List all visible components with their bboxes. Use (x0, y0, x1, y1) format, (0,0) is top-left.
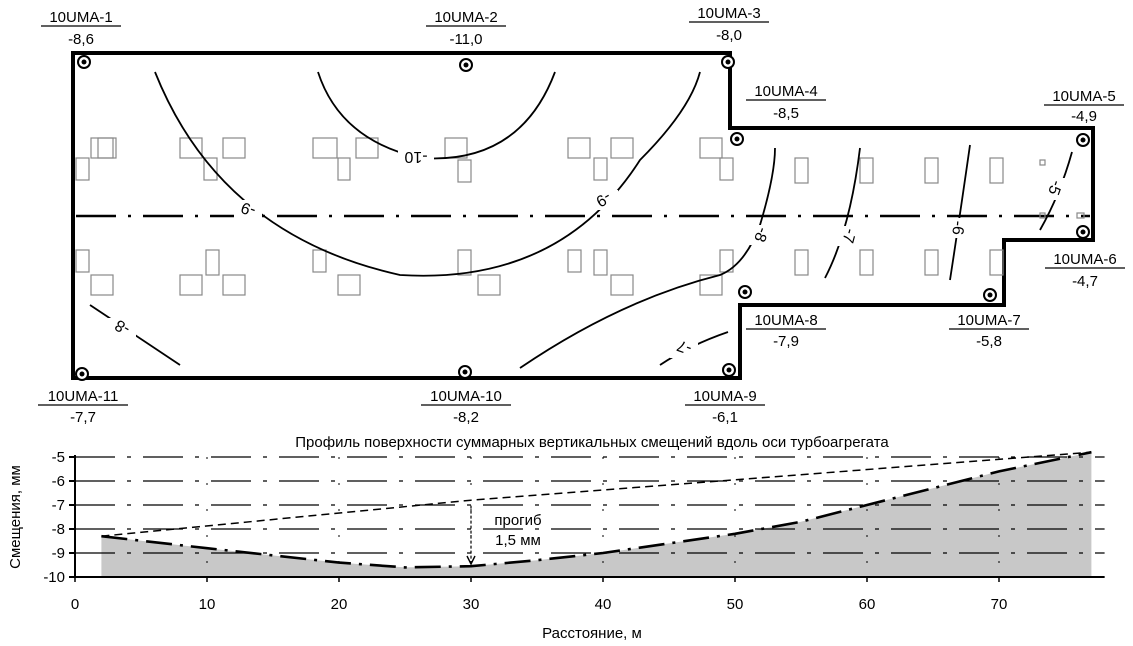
benchmark-marker (722, 363, 736, 377)
x-tick-label: 60 (859, 596, 876, 613)
contour-label: -7 (838, 227, 858, 245)
x-tick-label: 30 (463, 596, 480, 613)
contour-label: -7 (675, 336, 694, 357)
benchmark-value: -7,9 (773, 333, 799, 350)
benchmark-marker (738, 285, 752, 299)
benchmark-value: -8,6 (68, 31, 94, 48)
benchmark-value: -7,7 (70, 409, 96, 426)
benchmark-id: 10UMA-10 (430, 388, 502, 405)
benchmark-value: -4,9 (1071, 108, 1097, 125)
benchmark-markers (75, 55, 1090, 381)
y-tick-label: -8 (52, 521, 65, 538)
benchmark-marker (1076, 225, 1090, 239)
y-tick-label: -5 (52, 449, 65, 466)
benchmark-id: 10UMA-11 (48, 388, 119, 405)
benchmark-id: 10UMA-9 (693, 388, 756, 405)
y-tick-label: -10 (43, 569, 65, 586)
benchmark-id: 10UMA-7 (957, 312, 1020, 329)
benchmark-value: -4,7 (1072, 273, 1098, 290)
profile-line (101, 450, 1092, 569)
contour-10 (317, 71, 556, 160)
contour-9 (154, 71, 701, 277)
benchmark-id: 10UMA-4 (754, 83, 817, 100)
contour-6 (949, 144, 971, 281)
y-tick-label: -6 (52, 473, 65, 490)
benchmark-marker (77, 55, 91, 69)
benchmark-marker (1076, 133, 1090, 147)
y-axis-label: Смещения, мм (7, 465, 24, 569)
contour-7-right (824, 147, 861, 279)
contour-label: -8 (750, 225, 771, 244)
x-tick-label: 50 (727, 596, 744, 613)
x-tick-label: 10 (199, 596, 216, 613)
benchmark-id: 10UMA-5 (1052, 88, 1115, 105)
benchmark-id: 10UMA-3 (697, 5, 760, 22)
chart-title: Профиль поверхности суммарных вертикальн… (295, 434, 889, 451)
contour-label: -5 (1044, 178, 1065, 197)
x-tick-label: 0 (71, 596, 79, 613)
benchmark-id: 10UMA-1 (49, 9, 112, 26)
x-tick-label: 70 (991, 596, 1008, 613)
benchmark-marker (459, 58, 473, 72)
x-axis-label: Расстояние, м (542, 625, 642, 642)
benchmark-marker (730, 132, 744, 146)
deflection-arrowhead (466, 555, 476, 566)
deflection-label-line1: прогиб (494, 512, 541, 529)
benchmark-id: 10UMA-2 (434, 9, 497, 26)
benchmark-labels: 10UMA-1 -8,6 10UMA-2 -11,0 10UMA-3 -8,0 … (38, 5, 1125, 426)
profile-chart: Профиль поверхности суммарных вертикальн… (7, 434, 1105, 642)
benchmark-value: -6,1 (712, 409, 738, 426)
benchmark-id: 10UMA-6 (1053, 251, 1116, 268)
deflection-label-line2: 1,5 мм (495, 532, 541, 549)
building-outline (71, 51, 1095, 380)
contour-label: -9 (239, 198, 258, 219)
contour-label-group: -10 -9 -9 -8 -8 -7 -7 -6 -5 (108, 148, 1070, 358)
benchmark-marker (75, 367, 89, 381)
plan-view: -10 -9 -9 -8 -8 -7 -7 -6 -5 (38, 5, 1125, 426)
benchmark-marker (983, 288, 997, 302)
y-tick-label: -7 (52, 497, 65, 514)
benchmark-value: -8,2 (453, 409, 479, 426)
benchmark-marker (458, 365, 472, 379)
x-tick-label: 40 (595, 596, 612, 613)
contour-label: -10 (404, 148, 427, 165)
contour-label: -6 (948, 220, 966, 236)
x-tick-label: 20 (331, 596, 348, 613)
profile-area (101, 452, 1092, 577)
benchmark-marker (721, 55, 735, 69)
y-tick-label: -9 (52, 545, 65, 562)
benchmark-value: -8,5 (773, 105, 799, 122)
contour-8-main (519, 147, 776, 369)
benchmark-value: -8,0 (716, 27, 742, 44)
reference-line (101, 451, 1092, 537)
benchmark-id: 10UMA-8 (754, 312, 817, 329)
benchmark-value: -5,8 (976, 333, 1002, 350)
benchmark-value: -11,0 (449, 31, 482, 48)
